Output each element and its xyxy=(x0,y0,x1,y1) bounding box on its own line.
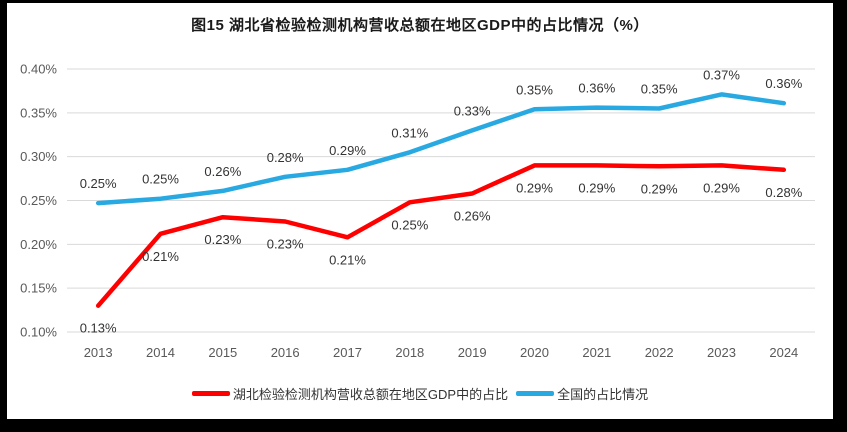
y-tick-label: 0.10% xyxy=(20,325,57,340)
data-label: 0.37% xyxy=(703,67,740,82)
data-label: 0.28% xyxy=(267,150,304,165)
data-label: 0.25% xyxy=(80,176,117,191)
x-tick-label: 2022 xyxy=(645,345,674,360)
data-label: 0.36% xyxy=(765,76,802,91)
data-label: 0.33% xyxy=(454,103,491,118)
y-tick-label: 0.25% xyxy=(20,193,57,208)
legend-label-national: 全国的占比情况 xyxy=(557,387,649,402)
data-label: 0.29% xyxy=(516,180,553,195)
legend-item-national: 全国的占比情况 xyxy=(516,384,648,403)
series-line-hubei xyxy=(95,163,787,308)
x-tick-label: 2014 xyxy=(146,345,175,360)
data-label: 0.29% xyxy=(578,180,615,195)
x-tick-label: 2018 xyxy=(395,345,424,360)
data-label: 0.36% xyxy=(578,81,615,96)
x-tick-label: 2021 xyxy=(582,345,611,360)
data-label: 0.35% xyxy=(516,82,553,97)
data-label: 0.25% xyxy=(142,172,179,187)
x-tick-label: 2023 xyxy=(707,345,736,360)
series-line-national xyxy=(95,92,787,206)
data-label: 0.29% xyxy=(329,143,366,158)
y-tick-label: 0.15% xyxy=(20,281,57,296)
chart-canvas: 图15 湖北省检验检测机构营收总额在地区GDP中的占比情况（%） 0.10% 0.… xyxy=(7,3,833,419)
x-tick-label: 2015 xyxy=(208,345,237,360)
legend-line-swatch-blue xyxy=(516,391,555,396)
legend-line-swatch-red xyxy=(191,391,230,396)
legend-label-hubei: 湖北检验检测机构营收总额在地区GDP中的占比 xyxy=(232,387,509,402)
data-label: 0.35% xyxy=(641,81,678,96)
data-label: 0.28% xyxy=(765,185,802,200)
data-label: 0.23% xyxy=(267,237,304,252)
x-tick-label: 2013 xyxy=(84,345,113,360)
x-tick-label: 2019 xyxy=(458,345,487,360)
data-label: 0.13% xyxy=(80,321,117,336)
data-label: 0.23% xyxy=(204,232,241,247)
line-chart-plot: 0.10% 0.15% 0.20% 0.25% 0.30% 0.35% 0.40% 2013 2… xyxy=(20,62,815,360)
data-label: 0.26% xyxy=(454,208,491,223)
y-tick-label: 0.40% xyxy=(20,62,57,77)
y-tick-label: 0.30% xyxy=(20,149,57,164)
x-tick-label: 2016 xyxy=(271,345,300,360)
chart-title: 图15 湖北省检验检测机构营收总额在地区GDP中的占比情况（%） xyxy=(191,17,649,34)
x-tick-label: 2020 xyxy=(520,345,549,360)
data-label: 0.26% xyxy=(204,164,241,179)
data-label: 0.31% xyxy=(391,125,428,140)
legend-item-hubei: 湖北检验检测机构营收总额在地区GDP中的占比 xyxy=(191,384,509,403)
x-tick-label: 2024 xyxy=(769,345,798,360)
chart-legend: 湖北检验检测机构营收总额在地区GDP中的占比 全国的占比情况 xyxy=(7,384,833,403)
x-tick-label: 2017 xyxy=(333,345,362,360)
data-label: 0.21% xyxy=(329,252,366,267)
data-label: 0.29% xyxy=(703,180,740,195)
y-tick-label: 0.20% xyxy=(20,237,57,252)
data-label: 0.21% xyxy=(142,249,179,264)
data-label: 0.29% xyxy=(641,181,678,196)
data-label: 0.25% xyxy=(391,217,428,232)
y-tick-label: 0.35% xyxy=(20,105,57,120)
